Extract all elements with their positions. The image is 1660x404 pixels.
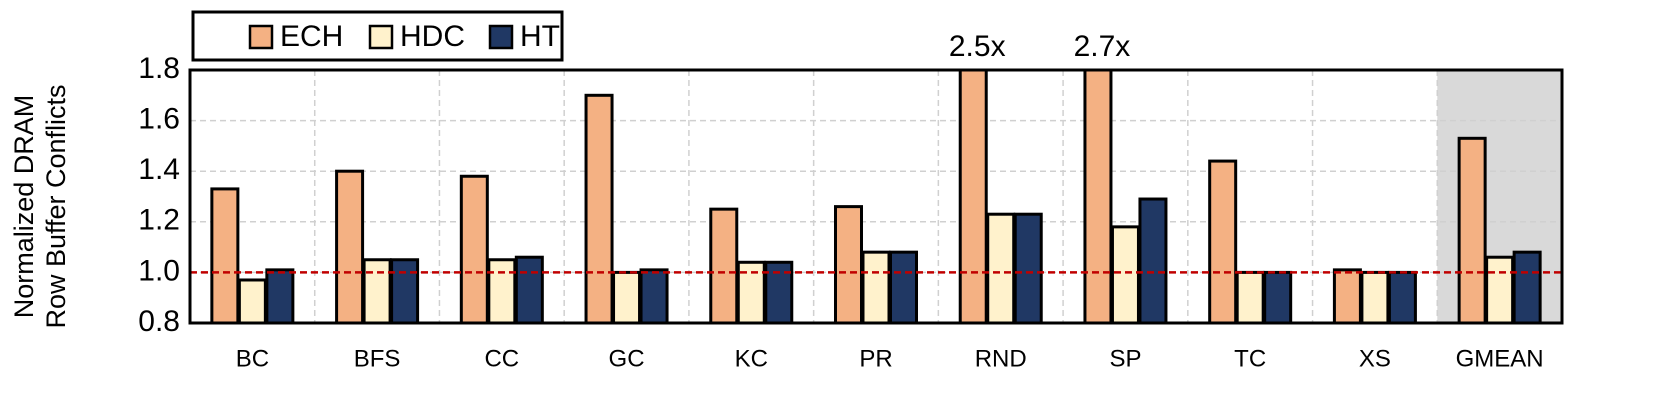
- bar: [362, 258, 392, 323]
- value-label: 2.7x: [1074, 30, 1131, 63]
- legend-label: ECH: [280, 20, 343, 53]
- bar: [1360, 270, 1390, 323]
- y-tick-label: 1.4: [138, 153, 180, 186]
- bar: [639, 268, 669, 323]
- legend-swatch: [488, 24, 514, 50]
- bar: [1387, 270, 1417, 323]
- bar: [612, 270, 642, 323]
- bar: [958, 70, 988, 323]
- bar: [265, 268, 295, 323]
- bar: [1235, 270, 1265, 323]
- bar: [834, 205, 863, 323]
- legend-label: HT: [520, 20, 560, 53]
- bar: [986, 212, 1016, 323]
- bar: [1512, 250, 1542, 323]
- x-tick-label: KC: [735, 345, 768, 372]
- x-tick-label: CC: [484, 345, 519, 372]
- bar: [1110, 225, 1140, 323]
- bar: [584, 93, 614, 323]
- bar: [390, 258, 420, 323]
- bar: [1263, 270, 1293, 323]
- bar: [487, 258, 517, 323]
- x-tick-label: BC: [236, 345, 269, 372]
- bar: [1208, 159, 1238, 323]
- y-axis-label: Normalized DRAM: [9, 95, 39, 319]
- bar: [1332, 268, 1362, 323]
- bar: [1013, 212, 1043, 323]
- bar: [889, 250, 918, 323]
- bar: [335, 169, 365, 323]
- x-tick-label: GMEAN: [1456, 345, 1544, 372]
- bar: [459, 174, 489, 323]
- y-axis-label: Row Buffer Conflicts: [41, 84, 71, 328]
- bar: [709, 207, 739, 323]
- bar: [1083, 70, 1113, 323]
- x-tick-label: TC: [1234, 345, 1266, 372]
- legend-label: HDC: [400, 20, 465, 53]
- x-tick-label: XS: [1359, 345, 1391, 372]
- y-tick-label: 1.8: [138, 52, 180, 85]
- bar: [1138, 197, 1168, 323]
- value-label: 2.5x: [949, 30, 1006, 63]
- bar: [237, 278, 267, 323]
- bar: [514, 255, 544, 323]
- plot-frame: [188, 68, 1564, 325]
- y-tick-label: 1.0: [138, 254, 180, 287]
- y-tick-label: 1.6: [138, 103, 180, 136]
- y-tick-label: 1.2: [138, 204, 180, 237]
- x-tick-label: SP: [1109, 345, 1141, 372]
- x-tick-label: PR: [859, 345, 892, 372]
- y-tick-label: 0.8: [138, 305, 180, 338]
- x-tick-label: RND: [975, 345, 1027, 372]
- bars: [190, 70, 1562, 323]
- bar: [210, 187, 240, 323]
- legend-swatch: [248, 24, 274, 50]
- x-tick-label: BFS: [354, 345, 401, 372]
- bar: [1485, 255, 1515, 323]
- legend-swatch: [368, 24, 394, 50]
- bar: [1457, 136, 1487, 323]
- bar: [861, 250, 891, 323]
- x-tick-label: GC: [609, 345, 645, 372]
